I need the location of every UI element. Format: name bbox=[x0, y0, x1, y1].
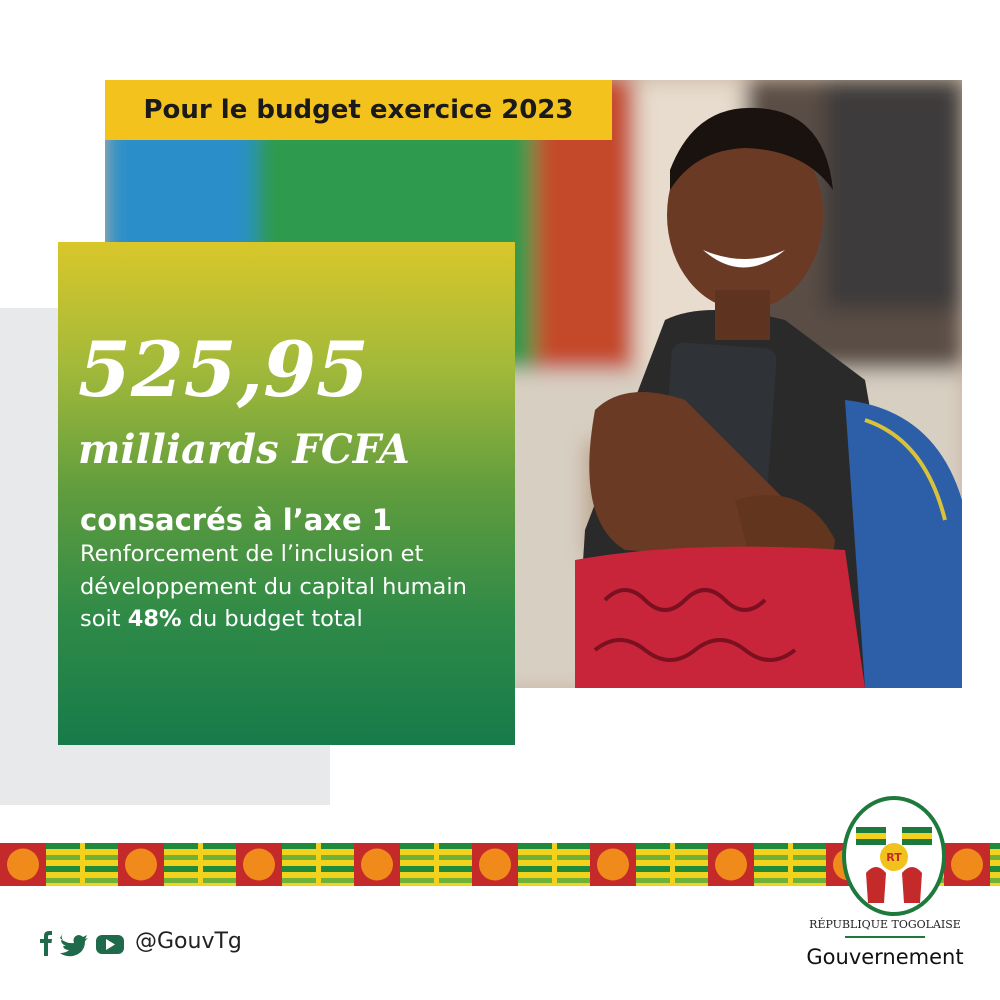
subtitle: consacrés à l’axe 1 bbox=[80, 503, 392, 537]
body-text: Renforcement de l’inclusion et développe… bbox=[80, 538, 500, 636]
unit: milliards FCFA bbox=[78, 426, 410, 473]
emblem: RT bbox=[842, 796, 946, 916]
header-label: Pour le budget exercice 2023 bbox=[105, 80, 612, 140]
green-panel bbox=[58, 242, 515, 745]
emblem-initials: RT bbox=[886, 851, 902, 864]
rule bbox=[845, 936, 925, 938]
kente-strip bbox=[0, 843, 1000, 886]
highlight: 48% bbox=[127, 606, 182, 632]
emblem-label: RÉPUBLIQUE TOGOLAISE bbox=[809, 918, 961, 931]
text: du budget total bbox=[181, 606, 363, 632]
government: Gouvernement bbox=[806, 945, 964, 969]
amount: 525,95 bbox=[78, 325, 369, 414]
handle[interactable]: @GouvTg bbox=[135, 929, 242, 954]
social-icons[interactable] bbox=[38, 928, 128, 958]
text: Renforcement de l’inclusion et développe… bbox=[80, 541, 467, 632]
